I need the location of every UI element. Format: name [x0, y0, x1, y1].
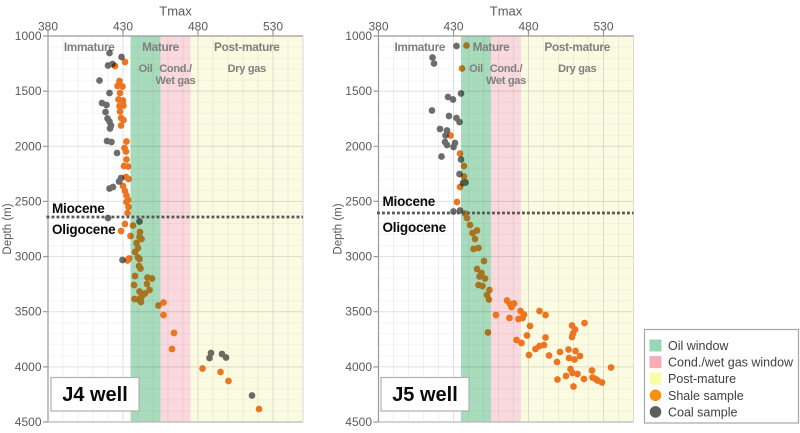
svg-text:430: 430 [113, 20, 133, 34]
svg-text:Oil: Oil [139, 63, 153, 75]
svg-text:J5 well: J5 well [392, 384, 458, 406]
svg-text:1000: 1000 [15, 29, 42, 43]
svg-text:380: 380 [368, 20, 388, 34]
svg-text:J4 well: J4 well [62, 384, 128, 406]
svg-text:480: 480 [188, 20, 208, 34]
svg-text:2000: 2000 [15, 139, 42, 153]
svg-text:Post-mature: Post-mature [544, 40, 610, 54]
svg-text:Coal sample: Coal sample [668, 405, 738, 419]
svg-text:1000: 1000 [345, 29, 372, 43]
svg-text:Wet gas: Wet gas [156, 75, 196, 87]
svg-text:4500: 4500 [15, 415, 42, 428]
svg-text:Miocene: Miocene [52, 201, 105, 216]
svg-text:480: 480 [518, 20, 538, 34]
svg-text:3000: 3000 [345, 250, 372, 264]
svg-text:Wet gas: Wet gas [486, 75, 526, 87]
svg-text:Depth (m): Depth (m) [2, 203, 14, 254]
svg-text:Tmax: Tmax [159, 4, 192, 19]
svg-text:Post-mature: Post-mature [668, 372, 736, 386]
svg-text:Oil window: Oil window [668, 339, 729, 353]
svg-text:530: 530 [593, 20, 613, 34]
svg-text:Tmax: Tmax [490, 4, 523, 19]
svg-text:Cond./: Cond./ [490, 63, 523, 75]
svg-text:1500: 1500 [345, 84, 372, 98]
svg-text:Mature: Mature [473, 40, 511, 54]
svg-text:Oligocene: Oligocene [52, 222, 116, 237]
svg-text:380: 380 [38, 20, 58, 34]
svg-text:Cond./wet gas window: Cond./wet gas window [668, 356, 794, 370]
svg-text:Mature: Mature [142, 40, 180, 54]
svg-text:Depth (m): Depth (m) [333, 203, 345, 254]
svg-text:Post-mature: Post-mature [214, 40, 280, 54]
svg-text:1500: 1500 [15, 84, 42, 98]
svg-text:530: 530 [263, 20, 283, 34]
svg-text:Immature: Immature [394, 40, 445, 54]
svg-text:430: 430 [443, 20, 463, 34]
svg-text:2500: 2500 [345, 194, 372, 208]
svg-text:4000: 4000 [15, 360, 42, 374]
svg-text:3500: 3500 [15, 305, 42, 319]
svg-text:Oil: Oil [469, 63, 483, 75]
svg-text:Shale sample: Shale sample [668, 389, 744, 403]
svg-text:Immature: Immature [64, 40, 115, 54]
svg-text:4500: 4500 [345, 415, 372, 428]
svg-text:4000: 4000 [345, 360, 372, 374]
svg-text:3500: 3500 [345, 305, 372, 319]
svg-text:Dry gas: Dry gas [558, 63, 596, 75]
svg-text:3000: 3000 [15, 250, 42, 264]
svg-text:2000: 2000 [345, 139, 372, 153]
svg-text:Miocene: Miocene [383, 194, 436, 209]
svg-text:2500: 2500 [15, 194, 42, 208]
svg-text:Oligocene: Oligocene [383, 220, 447, 235]
svg-text:Dry gas: Dry gas [228, 63, 266, 75]
svg-text:Cond./: Cond./ [159, 63, 192, 75]
